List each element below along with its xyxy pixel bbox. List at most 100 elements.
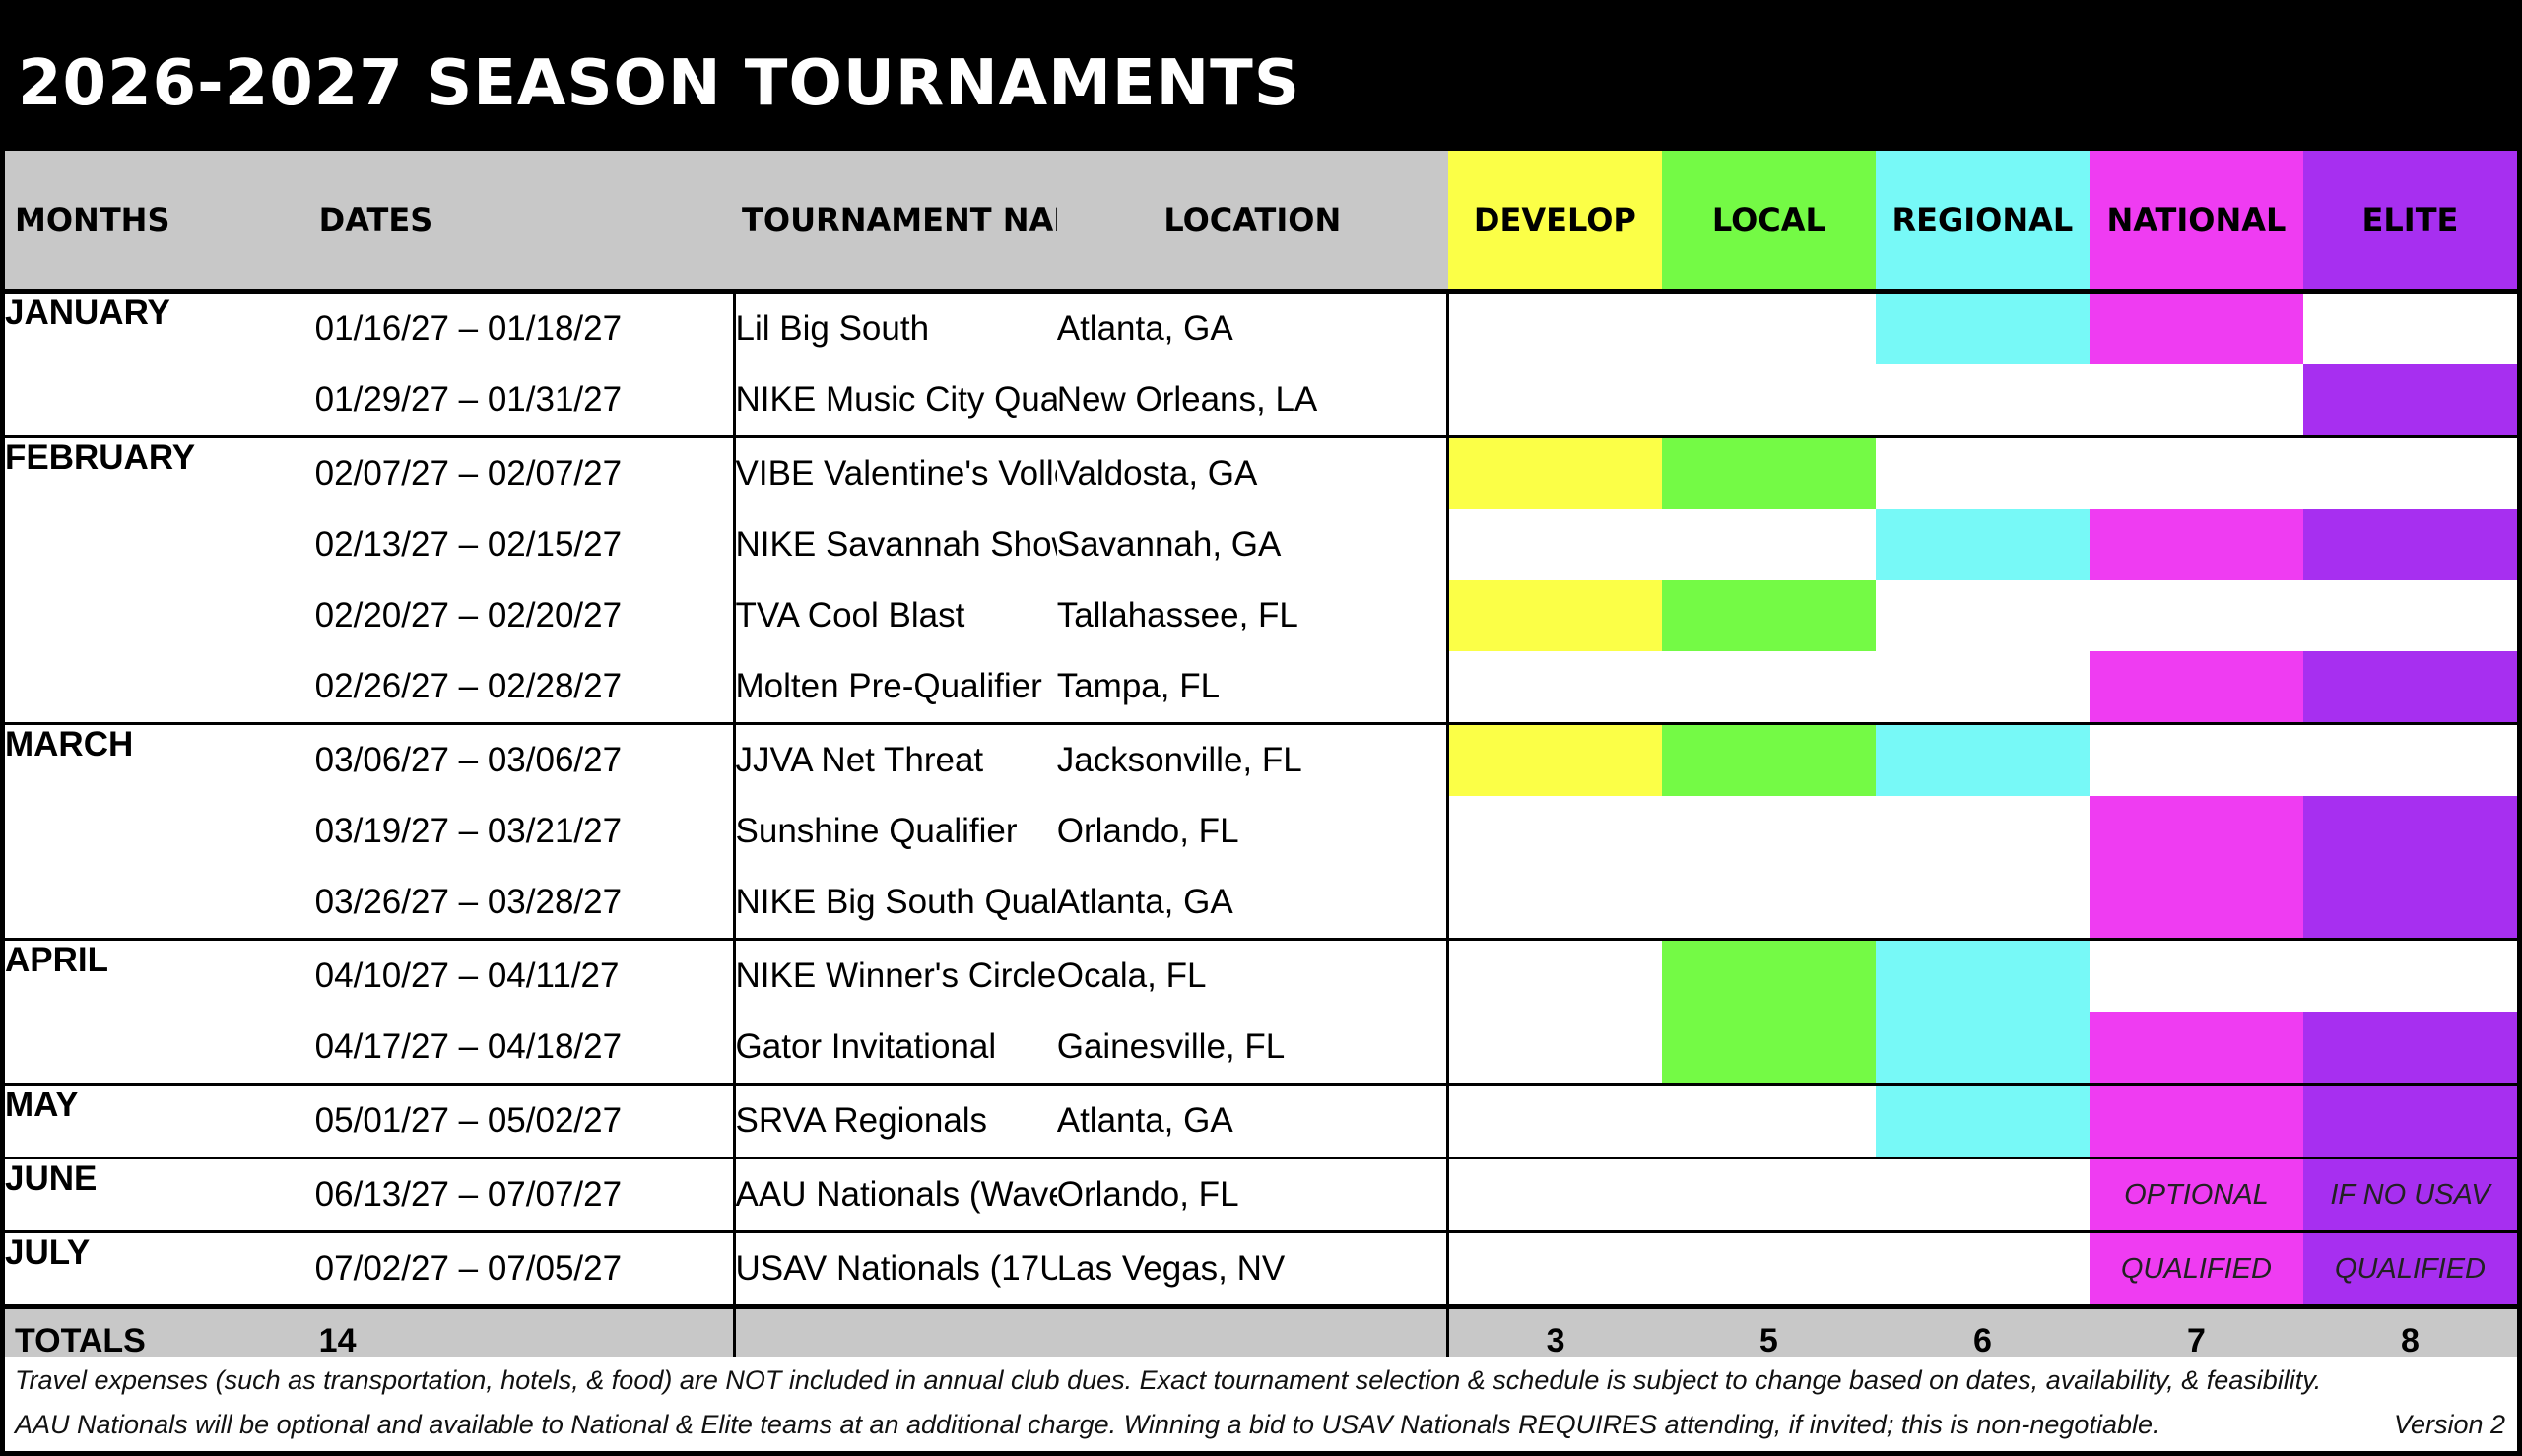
tier-cell-develop — [1446, 723, 1662, 796]
location-cell: Orlando, FL — [1056, 812, 1239, 850]
tier-cell-elite — [2303, 580, 2517, 651]
tournament-name-cell: NIKE Music City Qualifier — [732, 364, 1057, 438]
tier-cell-develop — [1446, 509, 1662, 580]
tier-cell-elite — [2302, 867, 2517, 941]
tier-cell-regional — [1875, 509, 2090, 580]
tier-cell-elite — [2303, 724, 2517, 797]
table-row: 03/19/27 – 03/21/27 Sunshine Qualifier Orl… — [5, 796, 2517, 867]
header-row: MONTHS DATES TOURNAMENT NAMES LOCATION D… — [5, 151, 2517, 294]
version-label: Version 2 — [2393, 1410, 2505, 1439]
tournament-name-cell: JJVA Net Threat — [732, 723, 1057, 796]
dates-cell: 04/10/27 – 04/11/27 — [314, 957, 620, 995]
table-row: FEBRUARY 02/07/27 – 02/07/27 VIBE Valentin… — [5, 436, 2517, 510]
tier-cell-regional — [1875, 1158, 2090, 1233]
header-tier-local: LOCAL — [1661, 151, 1876, 294]
month-cell — [5, 796, 315, 867]
tier-cell-develop — [1446, 796, 1662, 867]
tier-cell-national — [2089, 291, 2303, 364]
month-cell — [5, 509, 315, 580]
dates-cell: 02/13/27 – 02/15/27 — [314, 525, 623, 563]
month-cell — [5, 580, 315, 651]
tournament-name-cell: USAV Nationals (17U) — [732, 1231, 1057, 1308]
tier-cell-regional — [1875, 291, 2090, 364]
location-cell: Jacksonville, FL — [1056, 741, 1302, 779]
dates-cell: 02/26/27 – 02/28/27 — [314, 651, 735, 725]
tier-cell-elite: IF NO USAV — [2302, 1158, 2517, 1233]
tier-cell-national: OPTIONAL — [2089, 1158, 2303, 1233]
tournament-name-cell: Sunshine Qualifier — [732, 796, 1057, 867]
tournament-name-cell: Lil Big South — [732, 291, 1057, 364]
tier-cell-local — [1661, 1158, 1876, 1233]
tier-cell-national — [2089, 509, 2303, 580]
tier-cell-elite — [2302, 651, 2517, 725]
tier-cell-local — [1661, 651, 1876, 725]
header-tier-national: NATIONAL — [2089, 151, 2303, 294]
tier-cell-national — [2090, 940, 2303, 1013]
tier-cell-local — [1661, 867, 1876, 941]
tournament-name-cell: NIKE Winner's Circle — [732, 939, 1057, 1012]
tier-cell-local — [1662, 796, 1876, 867]
tier-cell-develop — [1446, 364, 1662, 438]
table-row: MAY 05/01/27 – 05/02/27 SRVA Regionals Atla… — [5, 1084, 2517, 1159]
table-row: 02/13/27 – 02/15/27 NIKE Savannah Showdow… — [5, 509, 2517, 580]
dates-cell: 03/19/27 – 03/21/27 — [314, 812, 623, 850]
tier-cell-develop — [1446, 1158, 1662, 1233]
location-cell: New Orleans, LA — [1056, 364, 1448, 438]
tier-cell-local — [1661, 436, 1876, 509]
schedule-body: JANUARY 01/16/27 – 01/18/27 Lil Big South A… — [5, 291, 2517, 1377]
tier-cell-elite — [2302, 509, 2517, 580]
table-row: JULY 07/02/27 – 07/05/27 USAV Nationals (1… — [5, 1231, 2517, 1308]
tier-cell-regional — [1876, 437, 2090, 510]
table-row: JANUARY 01/16/27 – 01/18/27 Lil Big South A… — [5, 291, 2517, 365]
tier-cell-local — [1661, 1012, 1876, 1086]
tier-cell-local — [1661, 723, 1876, 796]
tier-cell-local — [1661, 939, 1876, 1012]
tier-cell-elite — [2303, 292, 2517, 365]
tier-cell-develop — [1446, 1231, 1662, 1308]
tier-cell-regional — [1875, 1012, 2090, 1086]
tier-cell-national — [2089, 796, 2303, 867]
tournament-name-cell: TVA Cool Blast — [732, 580, 1057, 651]
schedule-sheet: MONTHS DATES TOURNAMENT NAMES LOCATION D… — [5, 151, 2517, 1451]
location-cell: Tampa, FL — [1056, 651, 1448, 725]
dates-cell: 01/16/27 – 01/18/27 — [314, 309, 623, 348]
header-location: LOCATION — [1056, 151, 1448, 294]
tier-cell-local — [1661, 580, 1876, 651]
tier-cell-elite — [2302, 1012, 2517, 1086]
month-cell — [5, 1012, 315, 1086]
tier-cell-regional — [1875, 1084, 2090, 1159]
tier-cell-national — [2089, 364, 2303, 438]
tournament-name-cell: Gator Invitational — [732, 1012, 1057, 1086]
tournament-name-cell: Molten Pre-Qualifier — [732, 651, 1057, 725]
footnote-travel-expenses: Travel expenses (such as transportation,… — [15, 1365, 2322, 1395]
tier-cell-national — [2089, 1012, 2303, 1086]
location-cell: Atlanta, GA — [1056, 309, 1233, 348]
tournament-name-cell: NIKE Savannah Showdown — [732, 509, 1057, 580]
month-cell: FEBRUARY — [5, 438, 196, 477]
dates-cell: 02/20/27 – 02/20/27 — [314, 596, 623, 634]
month-cell: APRIL — [5, 941, 108, 979]
tier-cell-regional — [1875, 723, 2090, 796]
location-cell: Savannah, GA — [1056, 525, 1282, 563]
location-cell: Valdosta, GA — [1056, 454, 1258, 493]
table-row: APRIL 04/10/27 – 04/11/27 NIKE Winner's Ci… — [5, 939, 2517, 1013]
tier-cell-national — [2089, 651, 2303, 725]
tier-cell-elite — [2303, 437, 2517, 510]
header-dates: DATES — [314, 151, 735, 294]
month-cell: JUNE — [5, 1158, 315, 1233]
month-cell — [5, 867, 315, 941]
tier-cell-develop — [1446, 580, 1662, 651]
table-row: 02/20/27 – 02/20/27 TVA Cool Blast Tallaha… — [5, 580, 2517, 651]
tier-cell-regional — [1875, 867, 2090, 941]
location-cell: Tallahassee, FL — [1056, 596, 1298, 634]
dates-cell: 02/07/27 – 02/07/27 — [314, 454, 623, 493]
tier-cell-regional — [1875, 364, 2090, 438]
header-tier-develop: DEVELOP — [1447, 151, 1662, 294]
location-cell: Atlanta, GA — [1056, 867, 1448, 941]
dates-cell: 06/13/27 – 07/07/27 — [314, 1158, 735, 1233]
month-cell — [5, 651, 315, 725]
month-cell: MARCH — [5, 725, 134, 763]
tier-cell-elite — [2303, 940, 2517, 1013]
